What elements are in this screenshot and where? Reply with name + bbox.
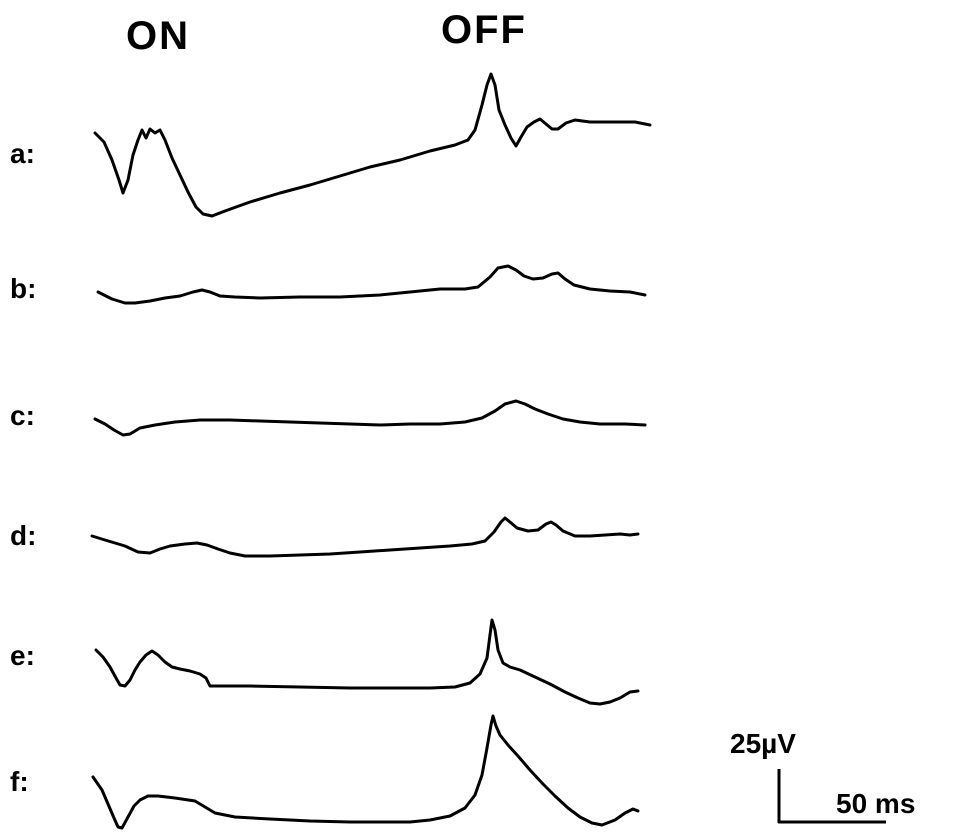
off-header: OFF bbox=[441, 8, 527, 52]
trace-e bbox=[94, 618, 640, 706]
trace-label-c: c: bbox=[10, 400, 35, 431]
trace-f bbox=[91, 714, 640, 830]
trace-a bbox=[93, 72, 652, 218]
on-header: ON bbox=[126, 14, 190, 58]
trace-label-e: e: bbox=[10, 640, 35, 671]
trace-label-d: d: bbox=[10, 520, 37, 551]
scale-bar-time-label: 50 ms bbox=[836, 788, 916, 819]
trace-c bbox=[93, 399, 647, 437]
trace-label-f: f: bbox=[10, 766, 29, 797]
trace-b bbox=[96, 264, 647, 305]
scale-bar-voltage-label: 25µV bbox=[730, 728, 796, 759]
trace-d bbox=[90, 516, 640, 558]
trace-label-a: a: bbox=[10, 138, 35, 169]
trace-label-b: b: bbox=[10, 273, 37, 304]
